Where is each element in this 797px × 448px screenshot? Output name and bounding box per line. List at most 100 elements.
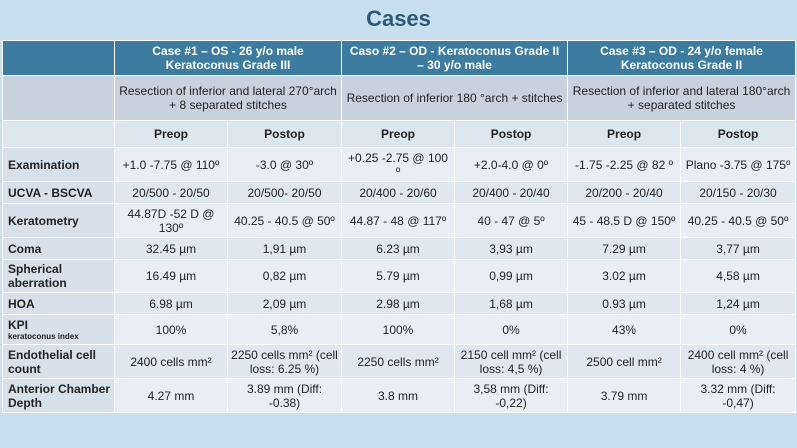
row-label: HOA [2,292,115,315]
table-cell: 7.29 µm [567,237,682,260]
table-row: Spherical aberration 16.49 µm 0,82 µm 5.79 … [2,259,797,293]
row-label-text: Endothelial cell count [8,347,97,376]
table-row: Anterior Chamber Depth 4.27 mm 3.89 mm (Di… [2,378,797,413]
table-cell: 1,24 µm [680,292,797,315]
table-cell: 20/150 - 20/30 [680,181,797,204]
row-label: KPI keratoconus index [2,314,115,345]
case-3-description: Resection of inferior and lateral 180°ar… [567,75,797,121]
table-cell: +2.0-4.0 @ 0º [454,147,569,182]
table-cell: 100% [341,314,456,345]
cases-table: Case #1 – OS - 26 y/o male Keratoconus G… [2,40,797,413]
case-1-preop-header: Preop [114,120,228,148]
table-cell: 2250 cells mm² (cell loss: 6.25 %) [226,344,343,379]
table-cell: 32.45 µm [114,237,228,260]
table-row: Coma 32.45 µm 1,91 µm 6.23 µm 3,93 µm 7.29 µm… [2,237,797,260]
row-label: Anterior Chamber Depth [2,378,115,413]
table-row: KPI keratoconus index 100% 5,8% 100% 0% 43% 0% [2,314,797,345]
table-cell: 2250 cells mm² [341,344,456,379]
table-cell: 2400 cells mm² [114,344,228,379]
table-cell: 2400 cell mm² (cell loss: 4 %) [680,344,797,379]
table-cell: 6.98 µm [114,292,228,315]
table-cell: 20/200 - 20/40 [567,181,682,204]
case-1-description: Resection of inferior and lateral 270°ar… [113,75,343,121]
table-cell: 3.32 mm (Diff: -0,47) [680,378,797,413]
table-cell: 0.93 µm [567,292,682,315]
case-2-description: Resection of inferior 180 °arch + stitch… [341,75,569,121]
case-1-postop-header: Postop [226,120,343,148]
table-cell: 44.87 - 48 @ 117º [341,203,456,238]
table-cell: 20/500 - 20/50 [114,181,228,204]
row-label-text: UCVA - BSCVA [8,185,93,200]
table-cell: 16.49 µm [114,259,228,293]
row-sublabel: keratoconus index [8,332,79,341]
table-cell: 3.79 mm [567,378,682,413]
case-2-header: Caso #2 – OD - Keratoconus Grade II – 30… [341,40,569,76]
page-title: Cases [366,6,431,31]
case-3-postop-header: Postop [680,120,797,148]
table-cell: 6.23 µm [341,237,456,260]
table-cell: 3,77 µm [680,237,797,260]
row-label-text: Anterior Chamber Depth [8,381,111,410]
table-cell: 40.25 - 40.5 @ 50º [680,203,797,238]
table-cell: 5.79 µm [341,259,456,293]
table-cell: 4.27 mm [114,378,228,413]
table-cell: +1.0 -7.75 @ 110º [114,147,228,182]
table-cell: 20/400 - 20/60 [341,181,456,204]
row-label-text: KPI [8,318,29,332]
table-cell: 45 - 48.5 D @ 150º [567,203,682,238]
table-cell: 0,99 µm [454,259,569,293]
table-cell: 20/500- 20/50 [226,181,343,204]
row-label-text: HOA [8,296,35,311]
row-label: Keratometry [2,203,115,238]
case-2-postop-header: Postop [454,120,569,148]
table-row: Keratometry 44.87D -52 D @ 130º 40.25 - 40… [2,203,797,238]
row-label-text: Spherical aberration [8,262,67,290]
row-label-text: Keratometry [8,213,79,228]
table-cell: -1.75 -2.25 @ 82 º [567,147,682,182]
table-cell: 3.8 mm [341,378,456,413]
preop-postop-row: Preop Postop Preop Postop Preop Postop [2,120,797,148]
table-cell: 0,82 µm [226,259,343,293]
table-cell: 1,68 µm [454,292,569,315]
table-cell: 4,58 µm [680,259,797,293]
table-cell: 3,58 mm (Diff: -0,22) [454,378,569,413]
table-cell: 100% [114,314,228,345]
case-3-preop-header: Preop [567,120,682,148]
table-cell: 3.89 mm (Diff: -0.38) [226,378,343,413]
corner-cell [2,40,115,76]
table-cell: 43% [567,314,682,345]
table-cell: +0.25 -2.75 @ 100 º [341,147,456,182]
case-1-header: Case #1 – OS - 26 y/o male Keratoconus G… [113,40,343,76]
case-2-preop-header: Preop [341,120,456,148]
row-label-text: Examination [8,157,80,172]
table-cell: Plano -3.75 @ 175º [680,147,797,182]
row-label-text: Coma [8,241,42,256]
table-row: UCVA - BSCVA 20/500 - 20/50 20/500- 20/50 2… [2,181,797,204]
table-cell: 0% [680,314,797,345]
table-row: Endothelial cell count 2400 cells mm² 2250… [2,344,797,379]
procedure-label-cell [2,75,115,121]
table-row: Examination +1.0 -7.75 @ 110º -3.0 @ 30º +0… [2,147,797,182]
table-cell: 40.25 - 40.5 @ 50º [226,203,343,238]
table-cell: 1,91 µm [226,237,343,260]
row-label: Endothelial cell count [2,344,115,379]
table-cell: -3.0 @ 30º [226,147,343,182]
table-cell: 3.02 µm [567,259,682,293]
table-cell: 2150 cell mm² (cell loss: 4,5 %) [454,344,569,379]
table-row: HOA 6.98 µm 2,09 µm 2.98 µm 1,68 µm 0.93 µm 1,… [2,292,797,315]
table-cell: 20/400 - 20/40 [454,181,569,204]
table-cell: 3,93 µm [454,237,569,260]
table-cell: 44.87D -52 D @ 130º [114,203,228,238]
row-label: Coma [2,237,115,260]
subheader-corner [2,120,115,148]
table-cell: 2500 cell mm² [567,344,682,379]
row-label: Examination [2,147,115,182]
row-label: UCVA - BSCVA [2,181,115,204]
case-header-row: Case #1 – OS - 26 y/o male Keratoconus G… [2,40,797,76]
row-label: Spherical aberration [2,259,115,293]
procedure-row: Resection of inferior and lateral 270°ar… [2,75,797,121]
table-cell: 2.98 µm [341,292,456,315]
table-cell: 2,09 µm [226,292,343,315]
table-cell: 5,8% [226,314,343,345]
case-3-header: Case #3 – OD - 24 y/o female Keratoconus… [567,40,797,76]
